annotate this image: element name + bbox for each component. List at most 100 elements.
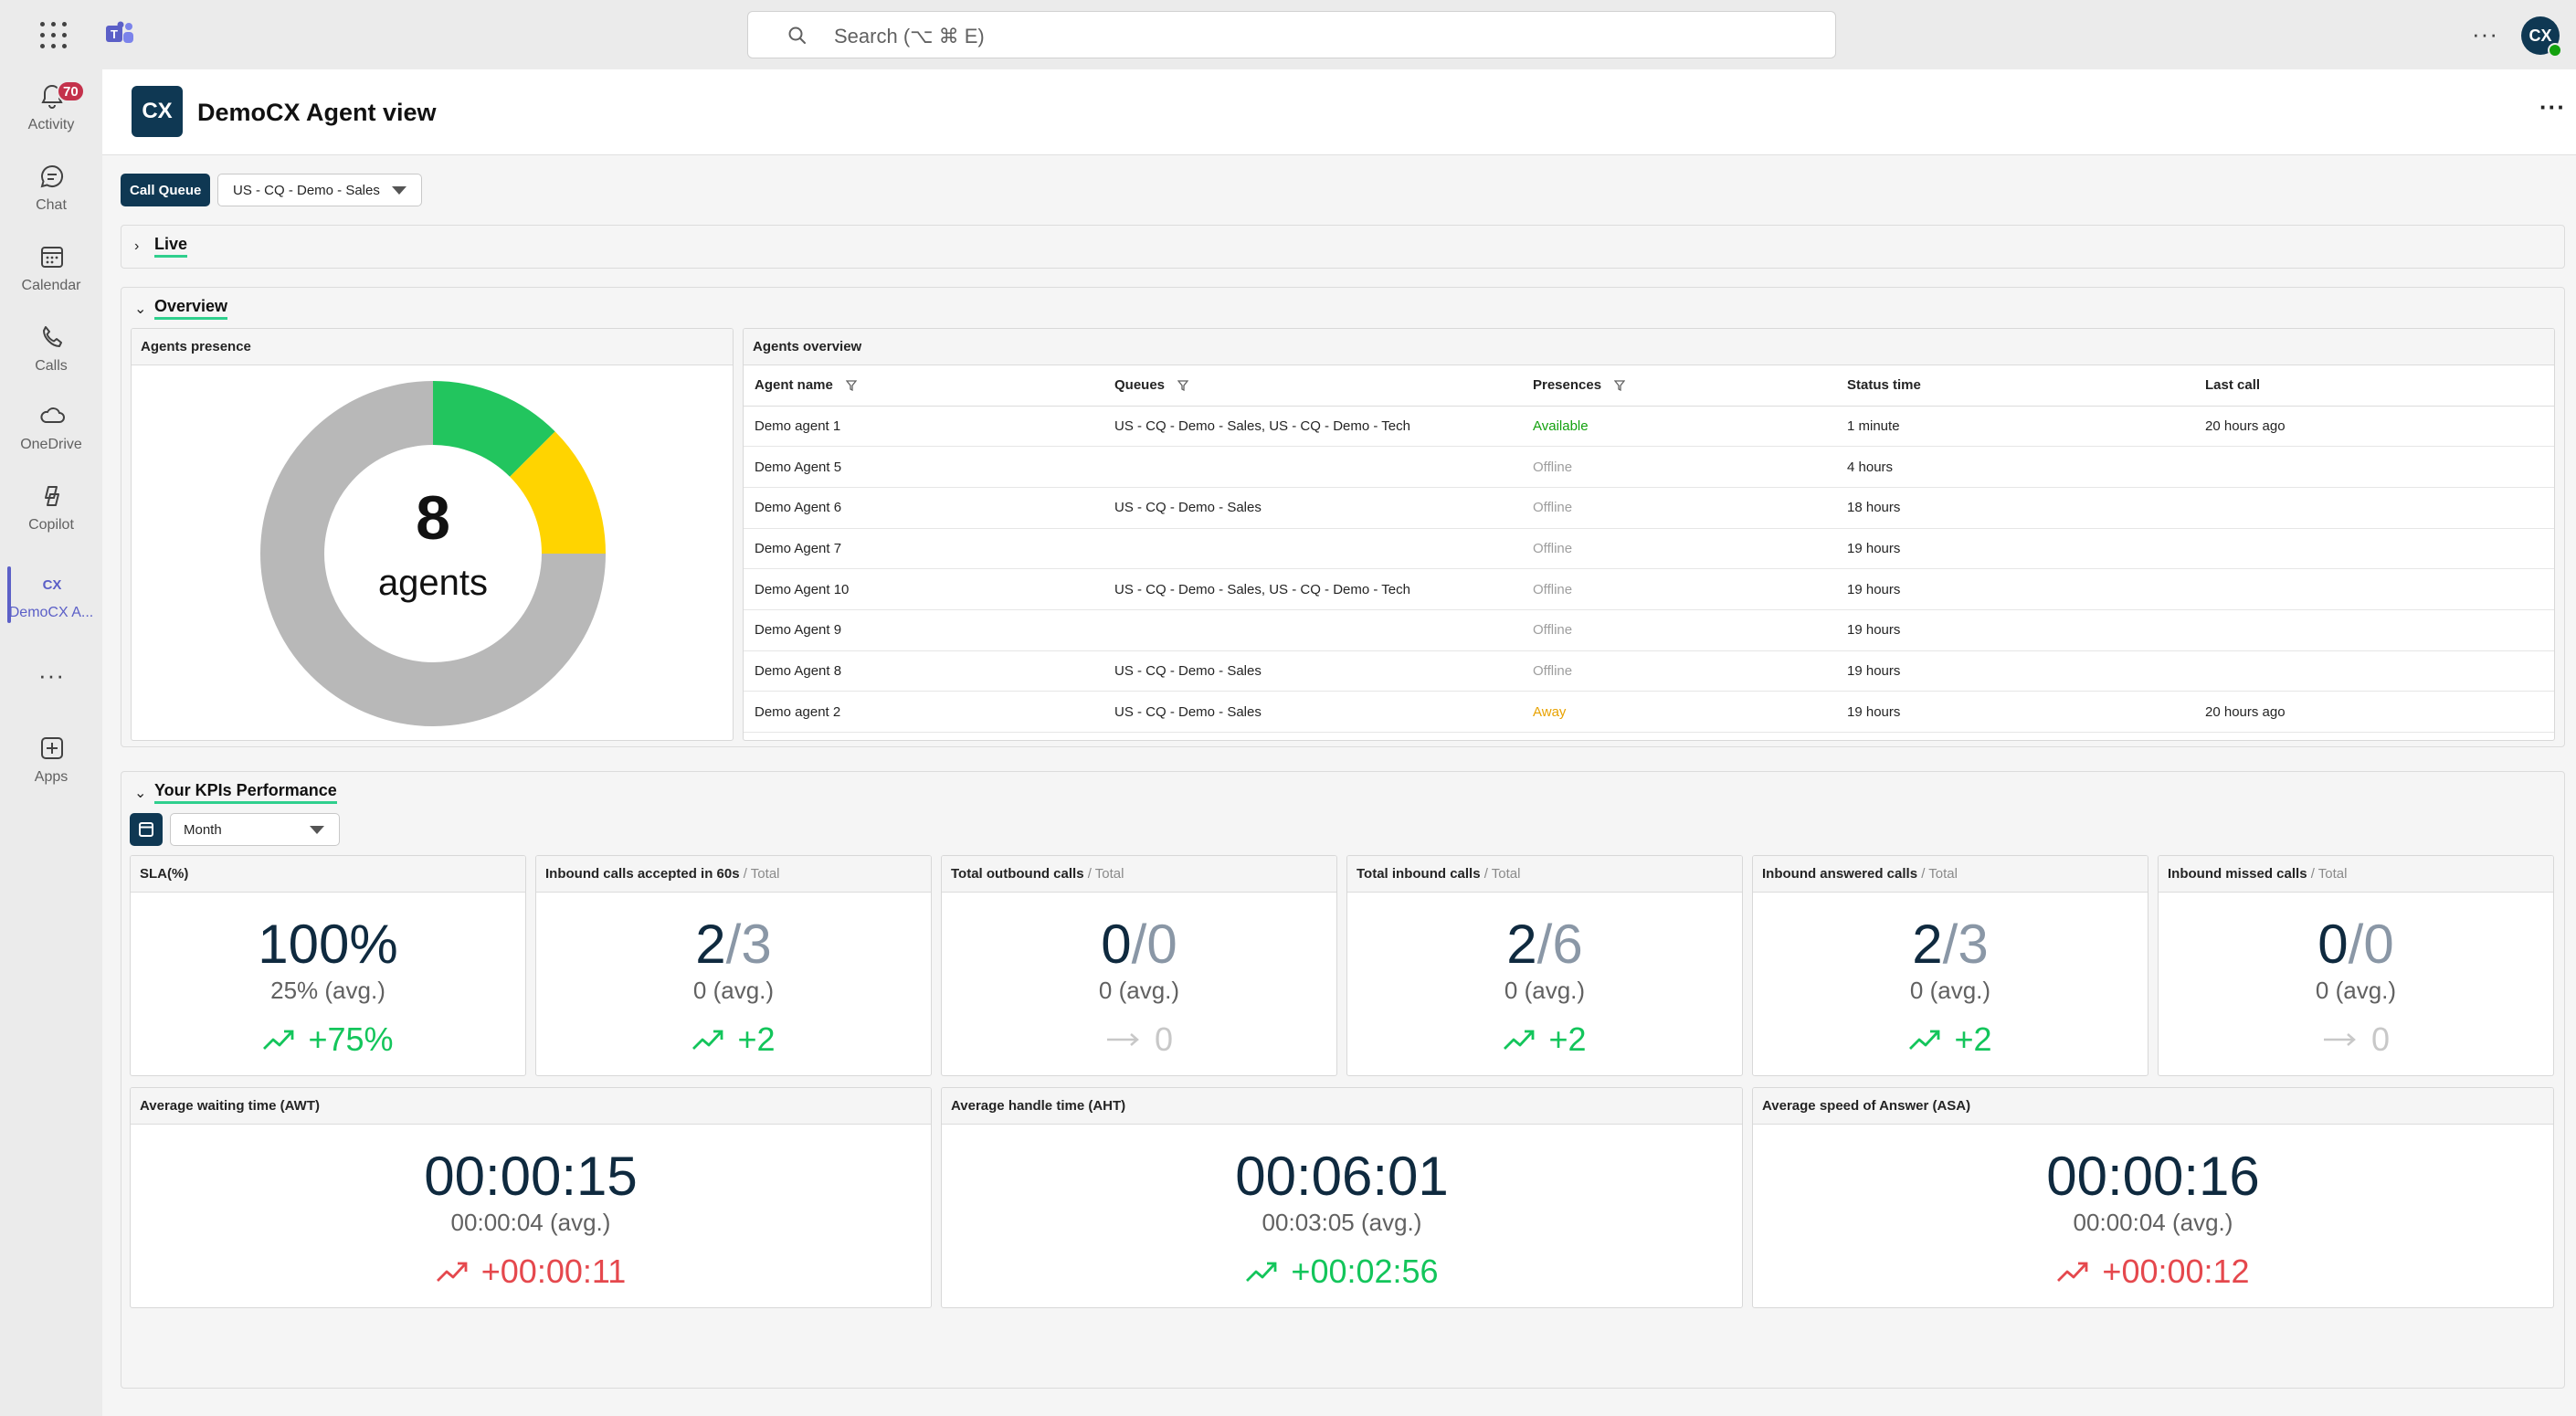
rail-label: Chat — [36, 197, 67, 213]
app-launcher-icon[interactable] — [40, 22, 68, 49]
table-header-row: Agent name Queues Presences Status time … — [744, 365, 2554, 407]
donut-slice-offline[interactable] — [260, 381, 606, 726]
agents-overview-panel: Agents overview Agent name Queues Presen… — [743, 328, 2555, 741]
kpi-card: Inbound answered calls / Total 2/3 0 (avg.… — [1752, 855, 2148, 1076]
overview-title: Overview — [154, 297, 228, 320]
kpi-delta: +2 — [1347, 1020, 1742, 1059]
kpi-card-title: Inbound answered calls / Total — [1753, 856, 2148, 893]
phone-icon — [43, 326, 62, 347]
period-select[interactable]: Month — [170, 813, 340, 846]
rail-item-apps[interactable]: Apps — [0, 727, 102, 800]
kpi-average: 00:00:04 (avg.) — [450, 1209, 611, 1236]
rail-item-activity[interactable]: 70 Activity — [0, 75, 102, 148]
kpi-card-title: Average speed of Answer (ASA) — [1753, 1088, 2553, 1125]
kpi-card: Inbound calls accepted in 60s / Total 2/3… — [535, 855, 932, 1076]
app-more-icon[interactable]: ··· — [2539, 93, 2566, 121]
table-row[interactable]: Demo Agent 8 US - CQ - Demo - Sales Offlin… — [744, 650, 2554, 692]
page-title: DemoCX Agent view — [197, 99, 437, 126]
app-header: CX DemoCX Agent view ··· — [102, 69, 2576, 155]
table-row[interactable]: Demo Agent 10 US - CQ - Demo - Sales, US … — [744, 568, 2554, 610]
col-queues[interactable]: Queues — [1103, 365, 1522, 407]
rail-item-calendar[interactable]: Calendar — [0, 236, 102, 309]
col-status-time[interactable]: Status time — [1836, 365, 2194, 407]
chevron-right-icon[interactable]: › — [134, 238, 140, 254]
status-time-cell: 19 hours — [1836, 568, 2194, 610]
agent-name-cell: Demo Agent 8 — [744, 650, 1103, 692]
rail-item-copilot[interactable]: Copilot — [0, 475, 102, 548]
kpi-delta: +75% — [131, 1020, 525, 1059]
table-row[interactable]: Demo Agent 5 Offline 4 hours — [744, 446, 2554, 488]
table-row[interactable]: Demo Agent 9 Offline 19 hours — [744, 609, 2554, 651]
chevron-down-icon[interactable]: ⌄ — [134, 301, 147, 317]
call-queue-select[interactable]: US - CQ - Demo - Sales — [217, 174, 422, 206]
kpi-value: 100% — [258, 914, 398, 975]
last-call-cell: 20 hours ago — [2194, 406, 2554, 448]
kpi-card-title: SLA(%) — [131, 856, 525, 893]
app-logo: CX — [132, 86, 183, 137]
presence-cell: Offline — [1522, 528, 1836, 570]
kpi-delta: +2 — [536, 1020, 931, 1059]
trend-up-icon — [1504, 1030, 1535, 1050]
live-section[interactable]: › Live — [121, 225, 2565, 269]
panel-title: Agents presence — [132, 329, 733, 365]
main-content: CX DemoCX Agent view ··· Call Queue US -… — [102, 69, 2576, 1416]
democx-icon: CX — [43, 577, 62, 593]
svg-text:T: T — [111, 27, 118, 41]
col-last-call[interactable]: Last call — [2194, 365, 2554, 407]
trend-up-icon — [1909, 1030, 1940, 1050]
table-row[interactable]: Demo agent 2 US - CQ - Demo - Sales Away 19… — [744, 691, 2554, 733]
kpi-average: 00:00:04 (avg.) — [2073, 1209, 2233, 1236]
rail-item-calls[interactable]: Calls — [0, 316, 102, 389]
queues-cell — [1103, 528, 1522, 570]
table-row[interactable]: Demo agent 1 US - CQ - Demo - Sales, US -… — [744, 406, 2554, 448]
last-call-cell — [2194, 650, 2554, 692]
rail-item-onedrive[interactable]: OneDrive — [0, 395, 102, 468]
trend-up-icon — [436, 1262, 468, 1282]
kpi-delta: 0 — [942, 1020, 1336, 1059]
bell-icon — [41, 84, 63, 109]
kpi-card-title: Total inbound calls / Total — [1347, 856, 1742, 893]
top-bar: T Search (⌥ ⌘ E) ··· CX — [0, 0, 2576, 69]
trend-up-icon — [692, 1030, 723, 1050]
queues-cell: US - CQ - Demo - Sales — [1103, 650, 1522, 692]
trend-up-icon — [2057, 1262, 2088, 1282]
kpi-value: 00:00:16 — [2046, 1146, 2260, 1207]
search-input[interactable]: Search (⌥ ⌘ E) — [747, 11, 1836, 58]
kpi-average: 00:03:05 (avg.) — [1262, 1209, 1422, 1236]
col-presences[interactable]: Presences — [1522, 365, 1836, 407]
chevron-down-icon[interactable]: ⌄ — [134, 785, 147, 801]
kpi-card: Inbound missed calls / Total 0/0 0 (avg.) 0 — [2158, 855, 2554, 1076]
presence-cell: Available — [1522, 406, 1836, 448]
copilot-icon — [45, 486, 59, 506]
filter-icon[interactable] — [845, 380, 857, 392]
overview-section: ⌄ Overview Agents presence 8 agents Agen… — [121, 287, 2565, 747]
agent-name-cell: Demo Agent 9 — [744, 609, 1103, 651]
status-time-cell: 1 minute — [1836, 406, 2194, 448]
col-agent-name[interactable]: Agent name — [744, 365, 1103, 407]
queues-cell: US - CQ - Demo - Sales — [1103, 487, 1522, 529]
chevron-down-icon — [392, 186, 406, 195]
kpi-value: 00:00:15 — [424, 1146, 638, 1207]
kpi-card-title: Average handle time (AHT) — [942, 1088, 1742, 1125]
status-time-cell: 19 hours — [1836, 650, 2194, 692]
donut-slice-away[interactable] — [509, 431, 606, 555]
add-app-icon — [41, 737, 63, 759]
avatar[interactable]: CX — [2521, 16, 2562, 58]
calendar-button[interactable] — [130, 813, 163, 846]
more-options-icon[interactable]: ··· — [2472, 20, 2498, 48]
trend-up-icon — [1246, 1262, 1277, 1282]
panel-title: Agents overview — [744, 329, 2554, 365]
kpi-average: 0 (avg.) — [1098, 977, 1180, 1004]
more-apps-icon[interactable]: ··· — [38, 661, 65, 689]
table-row[interactable]: Demo Agent 7 Offline 19 hours — [744, 528, 2554, 570]
rail-item-democx[interactable]: CX DemoCX A... — [0, 563, 102, 636]
donut-slice-available[interactable] — [431, 381, 555, 478]
rail-item-chat[interactable]: Chat — [0, 155, 102, 228]
kpi-card-title: Average waiting time (AWT) — [131, 1088, 931, 1125]
table-row[interactable]: Demo Agent 6 US - CQ - Demo - Sales Offlin… — [744, 487, 2554, 529]
avatar-initials: CX — [2528, 26, 2552, 45]
filter-icon[interactable] — [1177, 380, 1189, 392]
filter-icon[interactable] — [1614, 380, 1626, 392]
kpi-value: 2/3 — [1912, 914, 1989, 975]
presence-cell: Away — [1522, 691, 1836, 733]
